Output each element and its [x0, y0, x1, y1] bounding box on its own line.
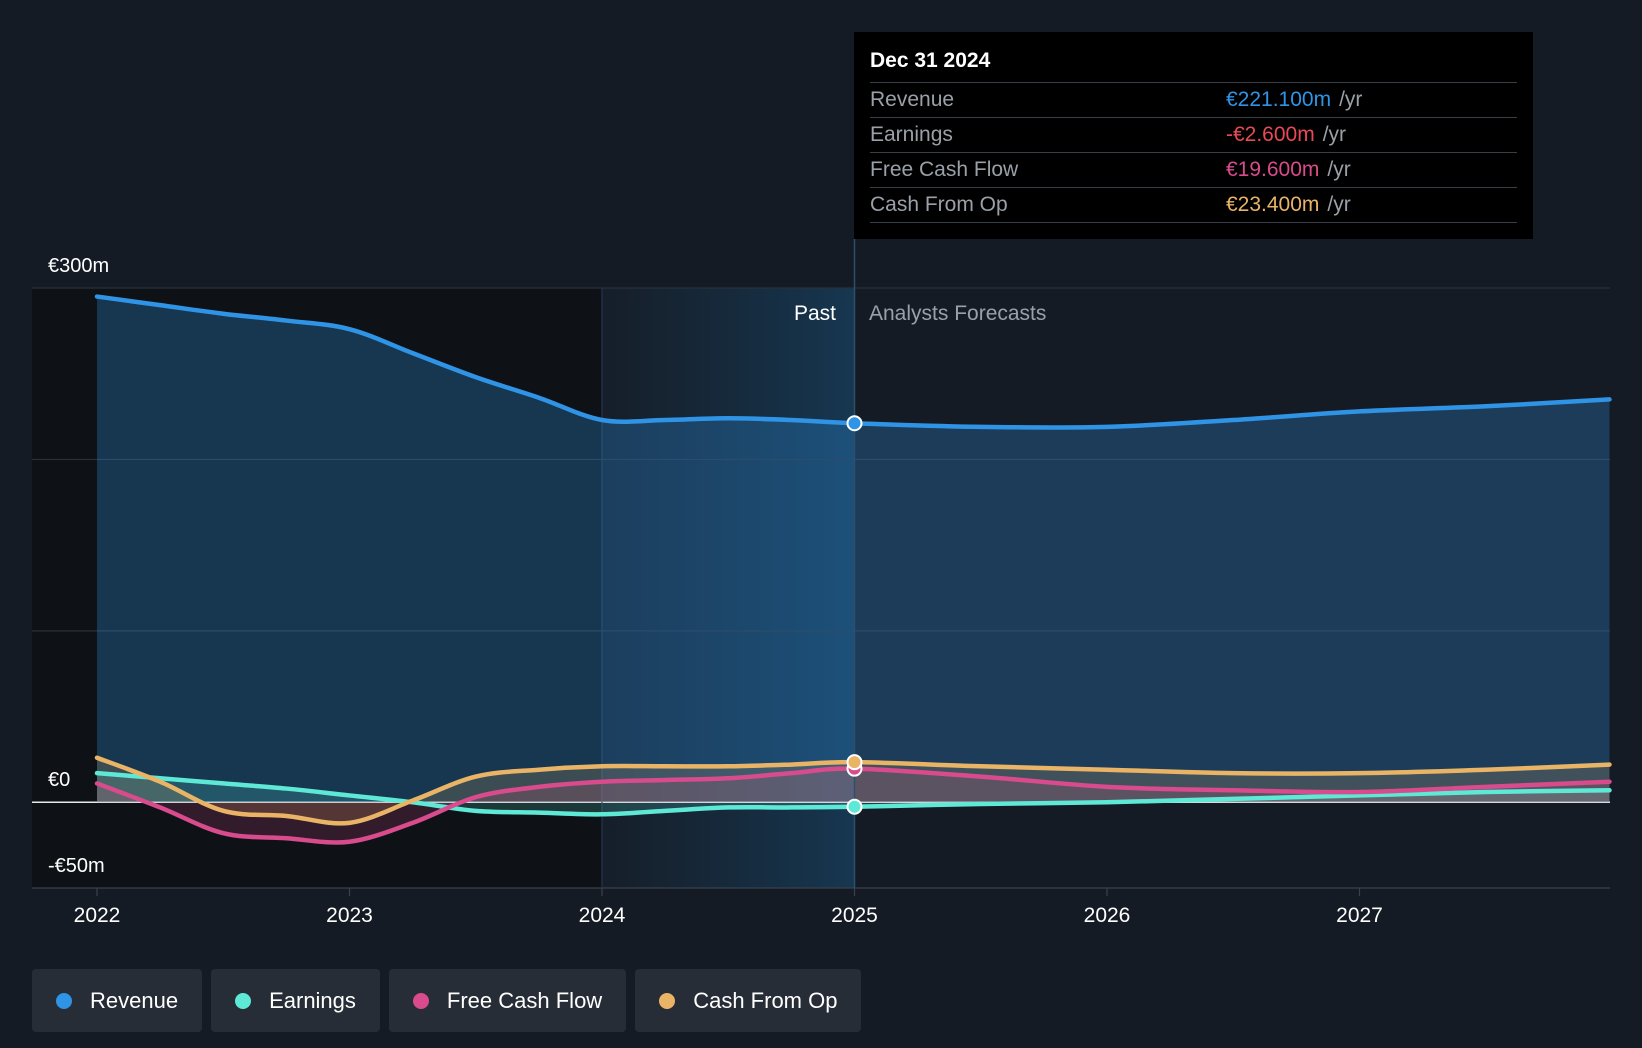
- marker-revenue: [846, 415, 863, 432]
- legend-label: Earnings: [269, 987, 356, 1013]
- legend-item-free-cash-flow[interactable]: Free Cash Flow: [388, 969, 627, 1032]
- legend-item-earnings[interactable]: Earnings: [211, 969, 380, 1032]
- line-free-cash-flow: [94, 766, 1612, 845]
- legend-item-cash-from-op[interactable]: Cash From Op: [635, 969, 862, 1032]
- line-revenue: [94, 294, 1612, 430]
- tooltip-unit: /yr: [1322, 123, 1347, 146]
- legend-dot-icon: [412, 992, 429, 1009]
- legend-item-revenue[interactable]: Revenue: [32, 969, 203, 1032]
- tooltip-date: Dec 31 2024: [870, 46, 1517, 83]
- hover-markers: [846, 415, 863, 815]
- line-earnings: [94, 770, 1612, 817]
- x-tick-label: 2024: [579, 904, 626, 927]
- tooltip-label: Free Cash Flow: [870, 158, 1019, 181]
- y-label-bottom: -€50m: [48, 855, 105, 877]
- x-axis-ticks: 2022 2023 2024 2025 2026 2027: [74, 888, 1383, 927]
- line-cash-from-op: [94, 755, 1612, 826]
- legend-dot-icon: [235, 992, 252, 1009]
- legend-dot-icon: [56, 992, 72, 1009]
- tooltip-row-revenue: Revenue €221.100m /yr: [870, 83, 1517, 118]
- x-tick-label: 2025: [831, 904, 878, 927]
- tooltip-row-free-cash-flow: Free Cash Flow €19.600m /yr: [870, 153, 1517, 188]
- tooltip-label: Earnings: [870, 123, 953, 146]
- area-revenue: [97, 296, 1610, 803]
- legend: Revenue Earnings Free Cash Flow Cash Fro…: [32, 969, 862, 1032]
- tooltip-value: €19.600m: [1226, 158, 1320, 181]
- tooltip-unit: /yr: [1327, 158, 1351, 181]
- marker-earnings: [846, 798, 863, 815]
- legend-dot-icon: [659, 992, 676, 1009]
- area-earnings: [97, 773, 1610, 815]
- tooltip-unit: /yr: [1339, 88, 1363, 111]
- marker-cash-from-op: [846, 754, 863, 771]
- gridlines: [32, 287, 1610, 889]
- tooltip-value: €23.400m: [1226, 193, 1320, 216]
- x-tick-label: 2027: [1336, 904, 1383, 927]
- forecast-label: Analysts Forecasts: [869, 302, 1046, 325]
- tooltip-label: Cash From Op: [870, 193, 1008, 216]
- x-tick-label: 2023: [326, 904, 373, 927]
- past-label: Past: [794, 302, 836, 325]
- y-label-top: €300m: [48, 255, 109, 277]
- tooltip-value: €221.100m: [1226, 88, 1332, 111]
- tooltip-label: Revenue: [870, 88, 955, 111]
- tooltip-panel: Dec 31 2024 Revenue €221.100m /yr Earnin…: [854, 32, 1533, 239]
- legend-label: Free Cash Flow: [446, 987, 603, 1013]
- series-lines: [94, 294, 1612, 845]
- tooltip-value: -€2.600m: [1226, 123, 1315, 146]
- tooltip-row-earnings: Earnings -€2.600m /yr: [870, 118, 1517, 153]
- x-tick-label: 2022: [74, 904, 121, 927]
- legend-label: Revenue: [90, 987, 179, 1013]
- legend-label: Cash From Op: [693, 987, 838, 1013]
- x-tick-label: 2026: [1084, 904, 1131, 927]
- tooltip-row-cash-from-op: Cash From Op €23.400m /yr: [870, 188, 1517, 223]
- past-highlight-band: [602, 288, 854, 888]
- y-label-zero: €0: [48, 769, 70, 791]
- tooltip-unit: /yr: [1327, 193, 1351, 216]
